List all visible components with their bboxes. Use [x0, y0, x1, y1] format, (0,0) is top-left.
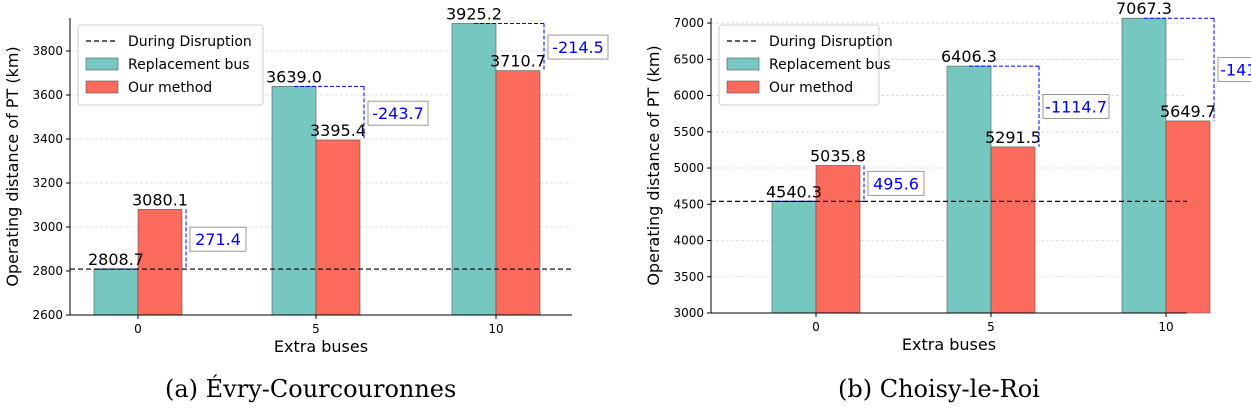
difference-label: 495.6	[873, 174, 919, 193]
chart-choisy-le-roi: 4540.3 5035.8 495.6 6406.3 5291.5-1114.7 7067…	[644, 0, 1251, 354]
data-label-our-method: 5291.5	[985, 128, 1041, 147]
y-tick-label: 5500	[673, 125, 704, 139]
legend-entry-our-method: Our method	[128, 80, 212, 96]
data-label-our-method: 3080.1	[132, 190, 188, 209]
bar-replacement-bus	[93, 268, 139, 316]
data-label-our-method: 5035.8	[810, 146, 866, 165]
chart-evry-courcouronnes: 2808.7 3080.1 271.4 3639.0 3395.4 -243.7 3925.…	[3, 4, 609, 356]
legend-swatch-our-method	[85, 80, 119, 94]
y-tick-label: 7000	[673, 16, 704, 30]
x-tick-label: 10	[1158, 320, 1173, 334]
y-tick-label: 2800	[32, 264, 63, 278]
data-label-our-method: 5649.7	[1160, 102, 1216, 121]
bar-our-method	[990, 146, 1036, 314]
difference-box	[189, 226, 247, 252]
y-tick-label: 3500	[673, 270, 704, 284]
y-tick-label: 4500	[673, 197, 704, 211]
bar-our-method	[815, 165, 861, 314]
y-tick-label: 6500	[673, 52, 704, 66]
y-tick-label: 3000	[32, 220, 63, 234]
legend-swatch-replacement-bus	[726, 57, 760, 71]
legend-entry-replacement-bus: Replacement bus	[128, 57, 250, 73]
legend-entry-during-disruption: During Disruption	[128, 34, 252, 50]
y-tick-label: 3000	[673, 306, 704, 320]
y-tick-label: 3600	[32, 88, 63, 102]
data-label-our-method: 3710.7	[490, 52, 546, 71]
difference-box	[867, 170, 925, 196]
bar-our-method	[137, 209, 183, 316]
y-tick-label: 3800	[32, 44, 63, 58]
difference-label: -243.7	[372, 104, 424, 123]
caption-choisy-le-roi: (b) Choisy-le-Roi	[838, 375, 1040, 403]
bar-replacement-bus	[1121, 17, 1167, 314]
y-tick-label: 5000	[673, 161, 704, 175]
x-tick-label: 0	[812, 320, 820, 334]
legend-entry-during-disruption: During Disruption	[769, 34, 893, 50]
legend-entry-replacement-bus: Replacement bus	[769, 57, 891, 73]
y-axis-label: Operating distance of PT (km)	[644, 45, 663, 285]
x-axis-label: Extra buses	[274, 337, 368, 356]
legend-swatch-replacement-bus	[85, 57, 119, 71]
y-tick-label: 3200	[32, 176, 63, 190]
bar-replacement-bus	[946, 65, 992, 314]
legend-box	[77, 24, 264, 106]
legend-swatch-our-method	[726, 80, 760, 94]
difference-box	[367, 100, 429, 126]
bar-our-method	[1165, 120, 1211, 314]
y-tick-label: 3400	[32, 132, 63, 146]
y-axis-label: Operating distance of PT (km)	[3, 46, 22, 286]
x-tick-label: 5	[312, 322, 320, 336]
data-label-replacement-bus: 3639.0	[266, 67, 322, 86]
data-label-our-method: 3395.4	[310, 121, 366, 140]
data-label-replacement-bus: 6406.3	[941, 47, 997, 66]
difference-label: 271.4	[195, 230, 241, 249]
difference-label: -1417.6	[1220, 61, 1251, 80]
y-tick-label: 4000	[673, 234, 704, 248]
difference-label: -214.5	[552, 38, 604, 57]
x-axis-label: Extra buses	[902, 335, 996, 354]
data-label-replacement-bus: 2808.7	[88, 250, 144, 269]
data-label-replacement-bus: 4540.3	[766, 182, 822, 201]
legend-entry-our-method: Our method	[769, 80, 853, 96]
difference-box	[1042, 94, 1110, 120]
difference-box	[1217, 57, 1251, 83]
bar-replacement-bus	[771, 201, 817, 314]
bar-our-method	[495, 70, 541, 316]
difference-box	[547, 34, 609, 60]
bar-our-method	[315, 139, 361, 316]
caption-evry-courcouronnes: (a) Évry-Courcouronnes	[165, 375, 457, 403]
x-tick-label: 10	[488, 322, 503, 336]
y-tick-label: 6000	[673, 89, 704, 103]
x-tick-label: 0	[134, 322, 142, 336]
data-label-replacement-bus: 3925.2	[446, 4, 502, 23]
data-label-replacement-bus: 7067.3	[1116, 0, 1172, 18]
x-tick-label: 5	[987, 320, 995, 334]
y-tick-label: 2600	[32, 308, 63, 322]
difference-label: -1114.7	[1045, 98, 1107, 117]
